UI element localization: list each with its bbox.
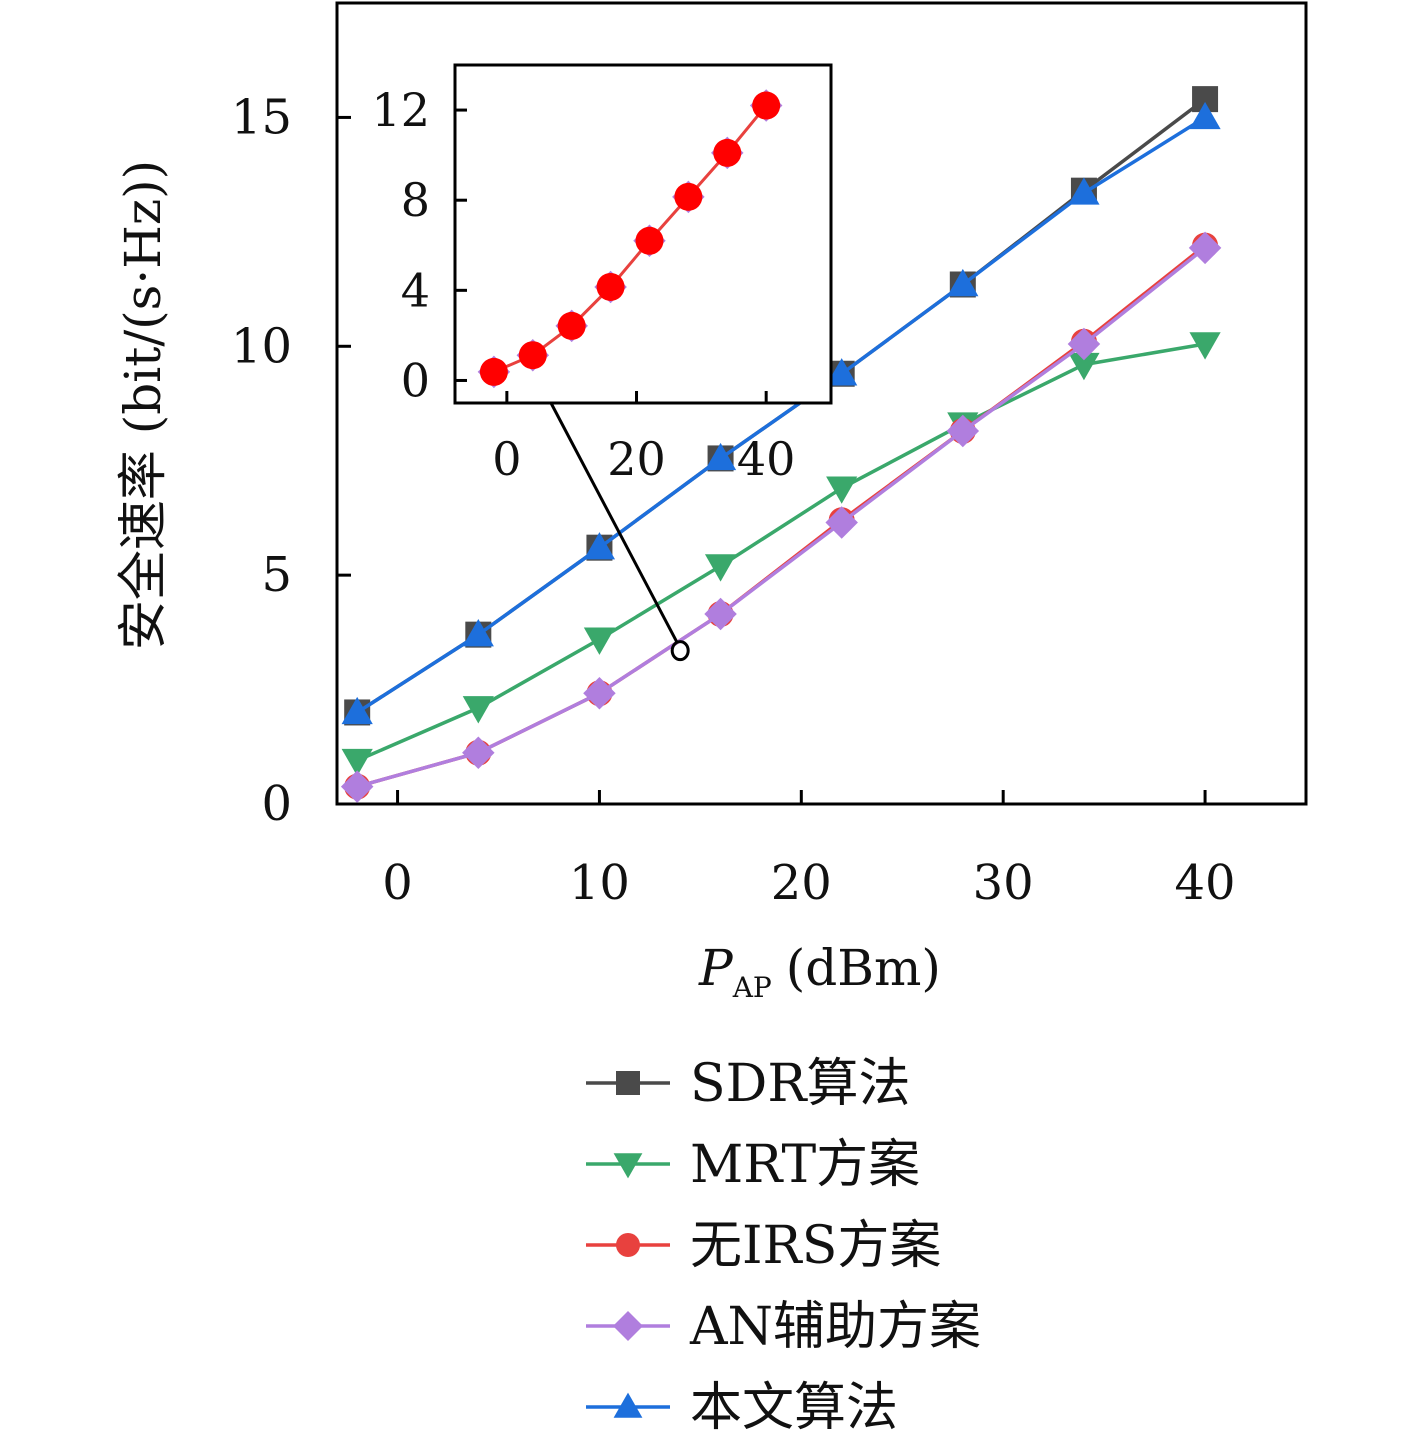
series-line [356, 342, 1206, 763]
data-point [1188, 231, 1222, 265]
series-4 [341, 101, 1221, 725]
y-tick-label: 15 [231, 89, 292, 145]
inset-data-point [557, 311, 586, 340]
series-3 [340, 231, 1222, 803]
inset-frame [453, 63, 833, 405]
legend-marker [616, 1233, 640, 1257]
series-line [356, 115, 1206, 714]
zoom-marker [670, 640, 690, 662]
data-point [704, 597, 737, 631]
inset-x-tick-label: 0 [492, 432, 521, 486]
data-point [1068, 352, 1100, 381]
x-tick-label: 40 [1175, 855, 1236, 911]
inset-x-tick-label: 40 [737, 432, 796, 486]
legend-label: 无IRS方案 [690, 1216, 941, 1276]
legend-label: MRT方案 [690, 1135, 920, 1195]
zoom-connector [549, 402, 679, 644]
x-tick-label: 10 [569, 855, 630, 911]
legend-label: AN辅助方案 [689, 1297, 981, 1357]
series-line [356, 246, 1207, 789]
data-point [462, 619, 494, 647]
data-point [826, 358, 858, 386]
data-point [1189, 101, 1221, 130]
main-series [340, 86, 1222, 803]
inset-data-point [635, 226, 664, 255]
legend-marker [613, 1311, 643, 1341]
x-axis-unit: (dBm) [786, 939, 941, 997]
inset-data-point [518, 341, 547, 370]
data-point [1067, 327, 1101, 361]
plot-frame [335, 1, 1308, 806]
inset-plot: 0 20 40 0 4 8 12 [371, 63, 833, 486]
y-axis-title: 安全速率 (bit/(s·Hz)) [114, 160, 172, 650]
data-point [583, 676, 616, 710]
x-tick-label: 30 [973, 855, 1034, 911]
legend-item: 无IRS方案 [586, 1216, 941, 1276]
y-tick-label: 0 [261, 776, 292, 832]
legend-marker [613, 1153, 643, 1179]
y-tick-label: 5 [261, 547, 292, 603]
inset-y-tick-label: 0 [401, 353, 430, 407]
inset-data-point [674, 182, 703, 211]
inset-ticks: 0 20 40 0 4 8 12 [371, 83, 795, 486]
data-point [583, 627, 616, 655]
data-point [341, 748, 373, 777]
inset-y-tick-label: 12 [371, 83, 430, 137]
data-point [462, 736, 495, 769]
legend-item: 本文算法 [586, 1378, 898, 1437]
legend-label: SDR算法 [690, 1054, 910, 1114]
data-point [1189, 332, 1221, 360]
legend-label: 本文算法 [690, 1378, 898, 1437]
data-point [583, 532, 616, 560]
data-point [462, 696, 494, 724]
inset-series [477, 89, 783, 389]
inset-data-point [752, 91, 781, 120]
inset-data-point [713, 138, 742, 167]
inset-y-tick-label: 4 [401, 263, 430, 317]
x-tick-label: 0 [382, 855, 413, 911]
legend-item: MRT方案 [586, 1135, 920, 1195]
inset-data-point [596, 272, 625, 301]
zoom-indicator [549, 402, 690, 662]
x-axis-subscript: AP [732, 971, 772, 1004]
legend-marker [616, 1071, 640, 1095]
data-point [826, 476, 858, 504]
data-point [341, 696, 373, 725]
x-axis-symbol: P [698, 939, 734, 997]
data-point [946, 414, 980, 448]
data-point [340, 770, 374, 803]
data-point [1068, 177, 1100, 205]
y-tick-label: 10 [231, 318, 292, 374]
data-point [704, 442, 737, 471]
inset-x-tick-label: 20 [607, 432, 666, 486]
legend-item: SDR算法 [586, 1054, 910, 1114]
series-1 [341, 332, 1221, 777]
x-axis-title: PAP (dBm) [698, 939, 941, 1004]
x-tick-label: 20 [771, 855, 832, 911]
inset-y-tick-label: 8 [401, 173, 430, 227]
data-point [825, 506, 858, 539]
inset-data-point [479, 357, 508, 386]
data-point [947, 268, 979, 297]
legend-marker [613, 1392, 643, 1418]
data-point [704, 554, 737, 582]
legend-item: AN辅助方案 [586, 1297, 981, 1357]
